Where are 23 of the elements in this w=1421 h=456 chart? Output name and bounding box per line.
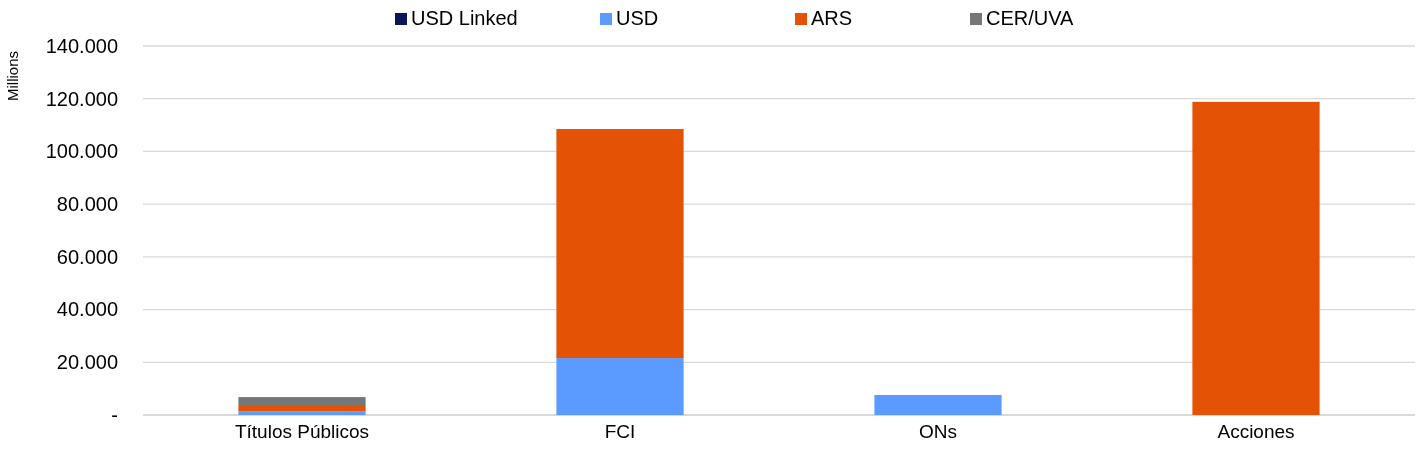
y-tick-label: 60.000 [56,245,118,268]
bar [556,358,684,415]
x-tick-label: Títulos Públicos [234,421,370,443]
x-tick-label: FCI [604,421,636,443]
x-tick-label: Acciones [1217,421,1295,443]
bar [1192,101,1320,415]
y-tick-label: 140.000 [45,34,118,57]
legend-label: CER/UVA [986,7,1075,29]
x-tick-label: ONs [919,421,957,443]
bar [874,394,1002,415]
legend-label: USD [616,7,659,29]
y-tick-label: 80.000 [56,193,118,216]
legend-label: ARS [811,7,853,29]
y-tick-label: 100.000 [45,140,118,163]
bar [238,397,366,405]
legend-label: USD Linked [411,7,518,29]
y-tick-label: 20.000 [56,351,118,374]
y-tick-label: 120.000 [45,87,118,110]
y-axis-title: Millions [4,50,21,102]
y-tick-label: - [111,403,118,426]
y-tick-label: 40.000 [56,298,118,321]
bar [238,404,366,412]
bar [556,129,684,359]
